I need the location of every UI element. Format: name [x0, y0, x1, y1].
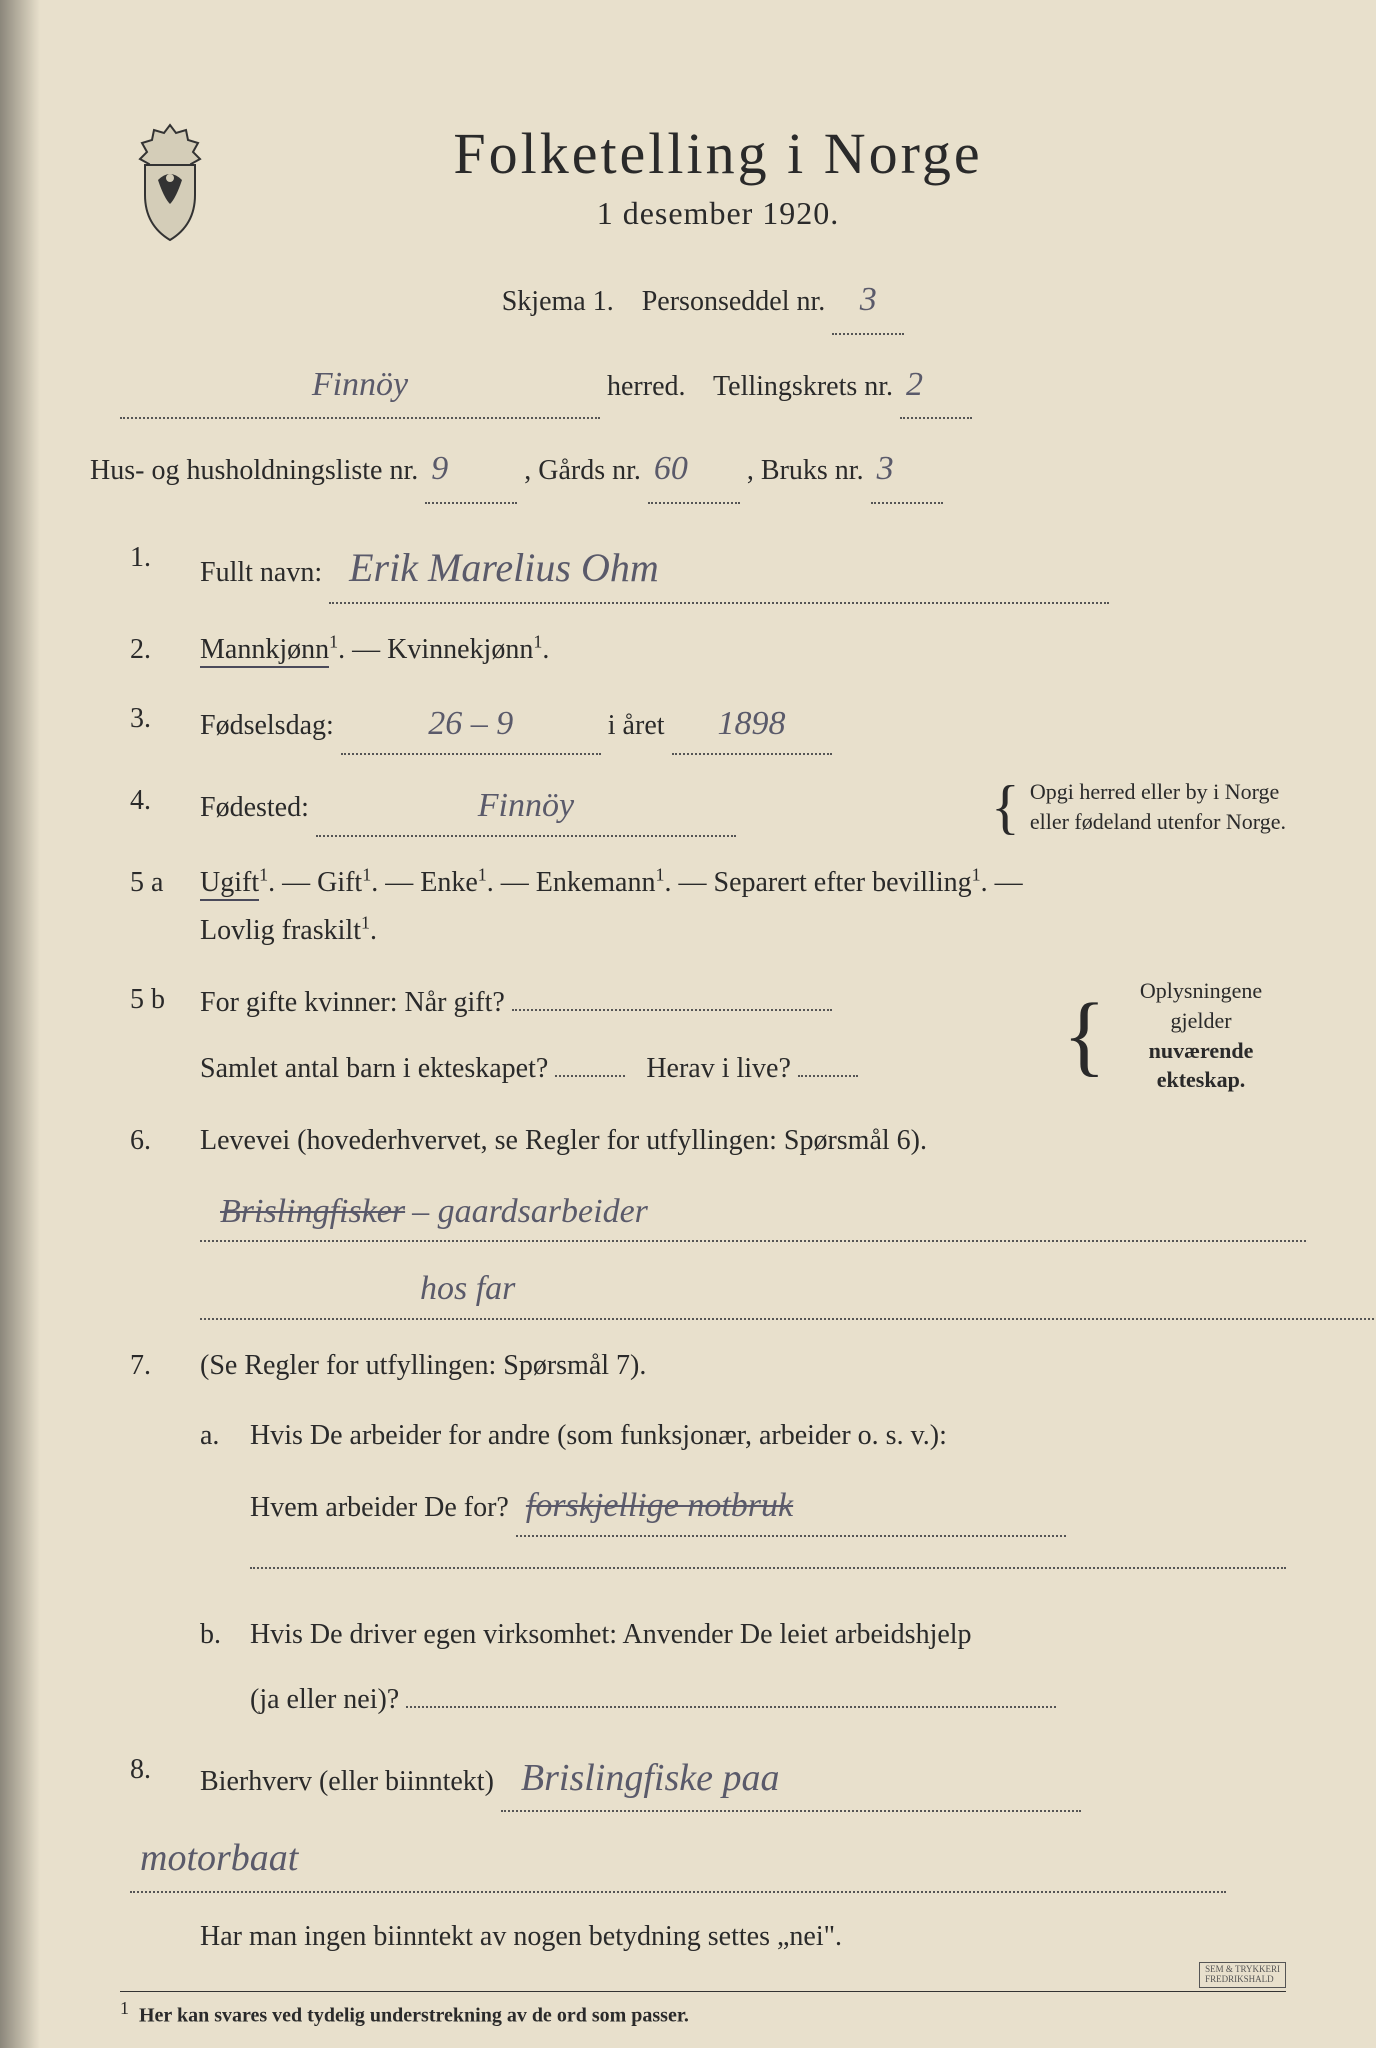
q7b-num: b. [200, 1611, 250, 1724]
q7a-num: a. [200, 1412, 250, 1585]
q6-label: Levevei (hovederhvervet, se Regler for u… [200, 1117, 1286, 1165]
brace-icon: { [991, 783, 1020, 831]
q8-label: Bierhverv (eller biinntekt) [200, 1766, 494, 1797]
bruks-nr: 3 [871, 437, 943, 504]
q6-value-dash: – [412, 1193, 438, 1230]
coat-of-arms-icon [120, 120, 220, 250]
q4-label: Fødested: [200, 792, 309, 823]
herred-line: Finnöy herred. Tellingskrets nr. 2 [120, 353, 1286, 420]
q4: 4. Fødested: Finnöy { Opgi herred eller … [120, 777, 1286, 837]
q7: 7. (Se Regler for utfyllingen: Spørsmål … [120, 1342, 1286, 1724]
hus-nr: 9 [425, 437, 517, 504]
q5b-line2a: Samlet antal barn i ekteskapet? [200, 1053, 548, 1084]
q1-value: Erik Marelius Ohm [349, 545, 659, 590]
q7b-line1: Hvis De driver egen virksomhet: Anvender… [250, 1611, 1286, 1659]
q7-label: (Se Regler for utfyllingen: Spørsmål 7). [200, 1342, 1286, 1390]
q8-value2: motorbaat [140, 1837, 298, 1879]
q5a-fraskilt: Lovlig fraskilt [200, 915, 361, 946]
q3-label: Fødselsdag: [200, 710, 334, 741]
q6-num: 6. [120, 1117, 200, 1320]
q5a-num: 5 a [120, 859, 200, 954]
q5b: 5 b For gifte kvinner: Når gift? Samlet … [120, 976, 1286, 1095]
q7b-line2: (ja eller nei)? [250, 1684, 399, 1715]
q7a-line2: Hvem arbeider De for? [250, 1492, 509, 1523]
q5b-note: Oplysningene gjelder nuværende ekteskap. [1116, 976, 1286, 1095]
q7-num: 7. [120, 1342, 200, 1724]
title-block: Folketelling i Norge 1 desember 1920. [250, 120, 1286, 232]
q5a-separert: Separert efter bevilling [714, 867, 972, 898]
bruks-label: , Bruks nr. [747, 455, 864, 486]
q8-value1: Brislingfiske paa [521, 1757, 780, 1799]
herred-value: Finnöy [312, 366, 408, 403]
q8: 8. Bierhverv (eller biinntekt) Brislingf… [120, 1746, 1286, 1961]
q7a-value: forskjellige notbruk [526, 1487, 793, 1524]
q5a-enke: Enke [420, 867, 478, 898]
q1: 1. Fullt navn: Erik Marelius Ohm [120, 534, 1286, 604]
q7a-line1: Hvis De arbeider for andre (som funksjon… [250, 1412, 1286, 1460]
brace-icon: { [1063, 1000, 1106, 1072]
q3-mid: i året [608, 710, 665, 741]
tellingskrets-nr: 2 [900, 353, 972, 420]
skjema-line: Skjema 1. Personseddel nr. 3 [120, 268, 1286, 335]
q5b-line2b: Herav i live? [646, 1053, 791, 1084]
q6-value-line2: hos far [420, 1270, 515, 1307]
main-title: Folketelling i Norge [250, 120, 1186, 187]
q5b-num: 5 b [120, 976, 200, 1095]
q2: 2. Mannkjønn1. — Kvinnekjønn1. [120, 626, 1286, 674]
skjema-label: Skjema 1. [502, 286, 614, 317]
q2-num: 2. [120, 626, 200, 674]
gards-label: , Gårds nr. [524, 455, 641, 486]
header: Folketelling i Norge 1 desember 1920. [120, 120, 1286, 250]
q5b-line1: For gifte kvinner: Når gift? [200, 987, 505, 1018]
hus-label: Hus- og husholdningsliste nr. [90, 455, 418, 486]
tellingskrets-label: Tellingskrets nr. [713, 371, 893, 402]
personseddel-label: Personseddel nr. [642, 286, 826, 317]
q6-value-struck: Brislingfisker [220, 1193, 405, 1230]
q4-value: Finnöy [478, 787, 574, 824]
q4-note: Opgi herred eller by i Norge eller fødel… [1030, 777, 1286, 836]
herred-label: herred. [607, 371, 686, 402]
personseddel-nr: 3 [832, 268, 904, 335]
q4-num: 4. [120, 777, 200, 837]
q5a-enkemann: Enkemann [536, 867, 656, 898]
q5a-gift: Gift [317, 867, 362, 898]
q5a: 5 a Ugift1. — Gift1. — Enke1. — Enkemann… [120, 859, 1286, 954]
hus-line: Hus- og husholdningsliste nr. 9 , Gårds … [90, 437, 1286, 504]
q8-footer: Har man ingen biinntekt av nogen betydni… [200, 1913, 1286, 1961]
question-list: 1. Fullt navn: Erik Marelius Ohm 2. Mann… [120, 534, 1286, 1961]
q3-year: 1898 [718, 705, 786, 742]
q2-mannkjonn: Mannkjønn [200, 634, 329, 668]
gards-nr: 60 [648, 437, 740, 504]
q1-label: Fullt navn: [200, 557, 322, 588]
footnote-text: Her kan svares ved tydelig understreknin… [139, 2004, 689, 2026]
footnote: 1 Her kan svares ved tydelig understrekn… [120, 1991, 1286, 2028]
census-form-page: Folketelling i Norge 1 desember 1920. Sk… [0, 0, 1376, 2048]
scan-shadow [0, 0, 40, 2048]
printer-stamp: SEM & TRYKKERI FREDRIKSHALD [1199, 1962, 1286, 1988]
q5a-ugift: Ugift [200, 867, 259, 901]
q3-day: 26 – 9 [428, 705, 513, 742]
q6: 6. Levevei (hovederhvervet, se Regler fo… [120, 1117, 1286, 1320]
q2-kvinnekjonn: Kvinnekjønn [387, 634, 533, 665]
q6-value-rest: gaardsarbeider [438, 1193, 648, 1230]
subtitle: 1 desember 1920. [250, 195, 1186, 232]
q3-num: 3. [120, 695, 200, 755]
q1-num: 1. [120, 534, 200, 604]
q3: 3. Fødselsdag: 26 – 9 i året 1898 [120, 695, 1286, 755]
